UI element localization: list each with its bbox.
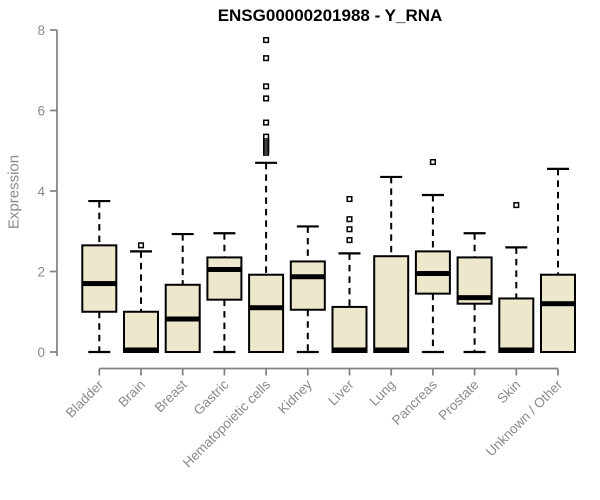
outlier-point <box>263 83 270 90</box>
median-line <box>541 301 575 307</box>
x-tick-label-prostate: Prostate <box>436 377 482 423</box>
box-kidney <box>289 225 326 354</box>
box-liver <box>331 196 368 354</box>
iqr-box <box>331 305 368 354</box>
median-line <box>165 316 200 322</box>
outlier-point <box>513 202 520 209</box>
x-tick-label-gastric: Gastric <box>191 377 232 418</box>
iqr-box <box>81 244 118 313</box>
outlier-point <box>346 237 353 244</box>
iqr-box <box>498 297 535 353</box>
x-tick-label-skin: Skin <box>494 377 523 406</box>
box-gastric <box>206 232 243 354</box>
median-line <box>290 274 325 280</box>
outlier-point <box>137 242 145 249</box>
box-pancreas <box>414 158 451 354</box>
box-lung <box>373 175 410 353</box>
box-hematopoietic-cells <box>248 37 285 353</box>
outlier-point <box>429 158 436 166</box>
median-line <box>374 347 409 353</box>
median-line <box>207 266 242 272</box>
y-tick-label: 2 <box>37 264 45 279</box>
x-tick-label-pancreas: Pancreas <box>389 377 440 428</box>
iqr-box <box>123 310 159 353</box>
median-line <box>415 271 450 277</box>
y-tick-label: 4 <box>37 184 45 199</box>
x-tick-label-lung: Lung <box>366 377 398 409</box>
box-bladder <box>81 199 118 354</box>
iqr-box <box>540 273 576 353</box>
x-tick-label-brain: Brain <box>115 377 148 410</box>
median-line <box>457 295 492 301</box>
iqr-box <box>248 273 285 353</box>
median-line <box>124 347 158 353</box>
x-tick-label-kidney: Kidney <box>275 377 315 417</box>
x-tick-label-breast: Breast <box>152 377 190 415</box>
box-breast <box>164 232 201 353</box>
y-tick-label: 0 <box>37 345 45 360</box>
x-tick-label-liver: Liver <box>325 377 357 409</box>
box-brain <box>123 242 159 353</box>
outlier-point <box>263 37 270 44</box>
x-tick-label-unknown-other: Unknown / Other <box>483 377 566 460</box>
iqr-box <box>373 255 410 353</box>
median-line <box>332 347 367 353</box>
y-tick-label: 6 <box>37 103 45 118</box>
box-skin <box>498 202 535 353</box>
iqr-box <box>289 260 326 311</box>
median-line <box>499 347 534 353</box>
box-prostate <box>456 232 493 354</box>
box-unknown-other <box>540 167 576 353</box>
outlier-point <box>346 196 353 203</box>
y-tick-label: 8 <box>37 23 45 38</box>
outlier-point <box>263 95 270 102</box>
x-tick-label-bladder: Bladder <box>63 377 107 421</box>
chart-title: ENSG00000201988 - Y_RNA <box>217 6 443 25</box>
iqr-box <box>206 256 243 301</box>
median-line <box>82 281 117 287</box>
outlier-point <box>263 133 270 140</box>
median-line <box>249 305 284 311</box>
outlier-point <box>263 55 270 62</box>
outlier-point <box>346 226 353 233</box>
y-axis: 0 2 4 6 8 <box>37 23 58 360</box>
outlier-point <box>346 216 353 223</box>
outlier-point <box>263 119 270 126</box>
